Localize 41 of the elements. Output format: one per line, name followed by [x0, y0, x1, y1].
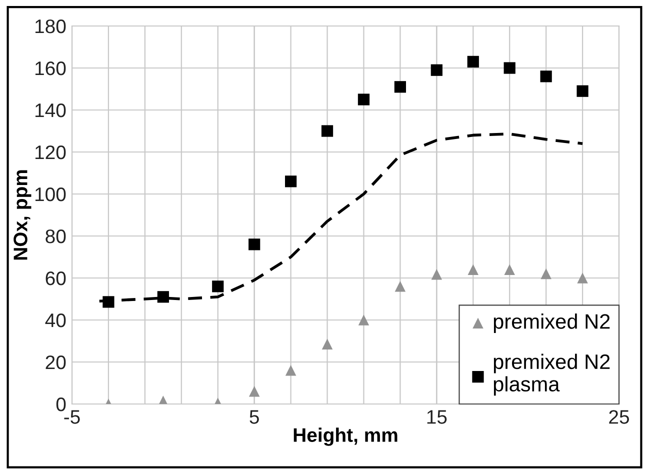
- point: [577, 272, 588, 284]
- y-tick-label: 120: [35, 145, 66, 160]
- x-tick-label: 5: [250, 410, 259, 424]
- point: [358, 94, 370, 106]
- legend-label: premixed N2 plasma: [494, 354, 610, 396]
- point: [102, 296, 114, 308]
- x-tick-label: 25: [609, 410, 629, 424]
- point: [504, 62, 516, 74]
- y-axis-title: NOx, ppm: [14, 170, 32, 260]
- y-tick-label: 60: [46, 271, 66, 286]
- point: [467, 56, 479, 68]
- point: [576, 85, 588, 97]
- point: [285, 365, 296, 376]
- point: [322, 338, 333, 350]
- legend-label: premixed N2: [494, 314, 610, 333]
- y-tick-label: 180: [35, 19, 66, 34]
- y-tick-label: 20: [46, 355, 66, 370]
- point: [430, 64, 442, 76]
- x-axis-title: Height, mm: [294, 428, 398, 446]
- point: [212, 280, 224, 292]
- point: [394, 281, 406, 292]
- point: [504, 264, 515, 275]
- y-tick-label: 0: [56, 397, 66, 412]
- y-tick-label: 80: [46, 229, 66, 244]
- y-tick-label: 160: [35, 61, 66, 76]
- point: [358, 314, 370, 326]
- point: [468, 264, 479, 275]
- point: [431, 269, 442, 280]
- point: [394, 81, 406, 93]
- point: [157, 291, 169, 303]
- point: [540, 70, 552, 82]
- x-tick-label: 15: [427, 410, 447, 424]
- y-tick-label: 100: [35, 187, 66, 202]
- point: [540, 268, 552, 280]
- point: [321, 125, 334, 137]
- y-tick-label: 140: [35, 103, 66, 118]
- y-tick-label: 40: [45, 313, 66, 328]
- x-tick-label: -5: [64, 410, 80, 424]
- point: [284, 176, 297, 188]
- point: [248, 238, 260, 250]
- point: [248, 386, 260, 397]
